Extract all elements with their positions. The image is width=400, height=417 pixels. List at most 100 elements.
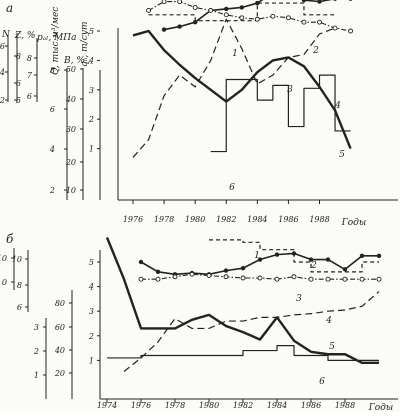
series-point-2 <box>255 0 260 6</box>
series-point-3 <box>325 276 331 282</box>
series-point-3 <box>161 0 167 5</box>
y-tick-label: 4 <box>49 145 55 154</box>
y-tick-label: 4 <box>0 68 5 77</box>
series-label-6: 6 <box>229 183 235 193</box>
series-point-3 <box>192 5 198 10</box>
series-point-2 <box>161 27 167 32</box>
y-tick-label: 2 <box>0 96 5 105</box>
series-point-2 <box>317 0 322 4</box>
y-tick-label: 3 <box>34 323 39 332</box>
series-point-3 <box>359 276 365 282</box>
series-point-3 <box>342 276 348 282</box>
y-tick-label: 40 <box>54 346 65 355</box>
x-tick-label: 1984 <box>267 401 287 410</box>
y-tick-label: 2 <box>33 347 39 356</box>
y-tick-label: 1 <box>89 356 94 365</box>
series-label-3: 3 <box>287 85 293 95</box>
x-tick-label: 1988 <box>335 401 355 410</box>
y-tick-label: 8 <box>50 66 55 75</box>
x-tick-label: 1976 <box>131 401 151 410</box>
series-point-3 <box>172 274 178 280</box>
series-point-2 <box>240 265 246 271</box>
x-tick-label: 1986 <box>301 401 321 410</box>
series-point-3 <box>308 276 314 282</box>
x-tick-label: 1978 <box>165 401 185 410</box>
series-point-3 <box>223 274 229 280</box>
series-point-2 <box>333 0 337 1</box>
series-point-3 <box>285 15 291 21</box>
y-tick-label: 2 <box>49 186 55 195</box>
series-point-3 <box>317 19 322 25</box>
x-axis-label: Годы <box>341 218 366 228</box>
x-tick-label: 1980 <box>185 215 205 224</box>
series-line-5 <box>132 29 352 150</box>
y-axis-label: Z, % <box>14 31 35 41</box>
x-tick-label: 1986 <box>278 215 298 224</box>
panel-letter: б <box>6 232 14 246</box>
y-axis-label: pₐₗ, МПа <box>37 33 76 43</box>
y-tick-label: 6 <box>16 79 21 88</box>
series-point-3 <box>208 7 214 13</box>
series-point-3 <box>240 275 246 281</box>
series-line-5 <box>105 236 379 365</box>
x-tick-label: 1976 <box>123 215 143 224</box>
y-tick-label: 6 <box>50 105 55 114</box>
series-point-2 <box>223 268 229 273</box>
y-tick-label: 80 <box>55 299 65 308</box>
series-point-3 <box>376 276 382 282</box>
y-tick-label: 20 <box>54 369 65 378</box>
series-point-2 <box>138 259 144 265</box>
y-tick-label: 8 <box>16 52 21 61</box>
y-tick-label: 2 <box>88 115 94 124</box>
y-tick-label: 2 <box>88 332 94 341</box>
y-tick-label: 30 <box>66 125 76 134</box>
y-tick-label: 4 <box>88 283 94 292</box>
y-tick-label: 5 <box>16 96 21 105</box>
series-label-1: 1 <box>254 251 260 261</box>
series-point-2 <box>308 257 314 262</box>
series-point-3 <box>138 276 144 282</box>
series-point-3 <box>348 28 354 34</box>
x-tick-label: 1980 <box>199 401 219 410</box>
y-tick-label: 50 <box>66 65 76 74</box>
y-tick-label: 1 <box>89 145 94 154</box>
series-point-3 <box>206 273 212 278</box>
series-point-3 <box>301 19 307 25</box>
series-point-3 <box>155 276 161 282</box>
series-line-1 <box>148 2 336 22</box>
series-label-5: 5 <box>329 342 335 352</box>
series-point-3 <box>177 0 183 5</box>
y-tick-label: 1 <box>34 371 39 380</box>
series-point-2 <box>325 257 331 262</box>
x-tick-label: 1982 <box>216 215 236 224</box>
series-label-4: 4 <box>325 316 332 326</box>
series-point-2 <box>192 19 198 25</box>
y-tick-label: 10 <box>0 254 7 263</box>
series-point-3 <box>239 15 245 21</box>
series-label-3: 3 <box>296 294 302 304</box>
series-point-3 <box>291 274 297 280</box>
series-point-2 <box>274 252 280 257</box>
y-tick-label: 60 <box>55 323 65 332</box>
y-tick-label: 6 <box>0 42 5 51</box>
y-tick-label: 10 <box>12 255 22 264</box>
series-point-2 <box>239 5 244 10</box>
y-tick-label: 8 <box>17 281 22 290</box>
x-tick-label: 1974 <box>97 401 117 410</box>
series-point-2 <box>301 0 307 3</box>
series-point-2 <box>342 267 348 272</box>
y-axis-label: Q, тыс.м³/мес <box>51 7 61 75</box>
y-tick-label: 5 <box>89 258 94 267</box>
y-tick-label: 8 <box>27 54 32 63</box>
series-point-3 <box>270 13 276 19</box>
series-point-3 <box>274 276 280 282</box>
x-tick-label: 1982 <box>233 401 253 410</box>
series-point-2 <box>224 6 229 12</box>
x-tick-label: 1984 <box>247 215 267 224</box>
y-tick-label: 6 <box>27 92 32 101</box>
series-line-2 <box>140 252 379 276</box>
series-label-6: 6 <box>319 377 325 387</box>
series-point-3 <box>332 25 338 31</box>
